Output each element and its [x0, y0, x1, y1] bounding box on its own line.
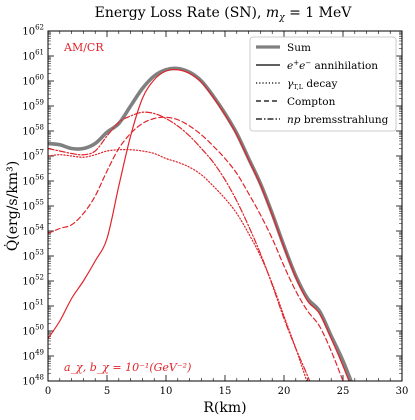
series-gamma-decay — [48, 148, 308, 381]
legend-label-compton: Compton — [287, 96, 336, 108]
annotation-coupling: a_χ, b_χ = 10⁻¹(GeV⁻²) — [64, 361, 191, 374]
legend-label-brems-rest: bremsstrahlung — [300, 114, 388, 126]
x-tick-label: 5 — [104, 386, 110, 397]
y-tick-label: 1048 — [22, 374, 44, 388]
x-tick-label: 10 — [160, 386, 173, 397]
chart-title-chi: χ — [278, 13, 285, 23]
y-tick-label: 1059 — [22, 99, 44, 113]
y-axis-label: Q̇(erg/s/km³) — [3, 161, 21, 251]
y-tick-label: 1055 — [22, 199, 44, 213]
x-tick-label: 0 — [45, 386, 51, 397]
y-tick-label: 1058 — [22, 124, 44, 138]
x-tick-label: 30 — [396, 386, 409, 397]
y-tick-label: 1051 — [22, 299, 44, 313]
x-tick-label: 20 — [278, 386, 291, 397]
y-tick-label: 1057 — [22, 149, 44, 163]
y-tick-label: 1061 — [22, 49, 44, 63]
legend-label-annihilation-rest: annihilation — [311, 60, 378, 72]
series-sum — [48, 66, 353, 381]
y-tick-label: 1062 — [22, 24, 44, 38]
legend-label-sum: Sum — [287, 42, 311, 54]
legend-label-brems: np bremsstrahlung — [287, 114, 389, 126]
legend-label-decay-rest: decay — [303, 78, 337, 90]
series-lines — [48, 66, 353, 381]
series-annihilation — [48, 68, 350, 381]
series-compton — [48, 116, 344, 381]
y-tick-label: 1054 — [22, 224, 44, 238]
legend-label-annihilation: e+e− annihilation — [287, 59, 378, 72]
x-tick-label: 25 — [337, 386, 350, 397]
series-np-brems — [48, 111, 311, 381]
chart-title: Energy Loss Rate (SN), mχ = 1 MeV — [95, 5, 353, 23]
y-tick-label: 1052 — [22, 274, 44, 288]
legend: Sum e+e− annihilation γT,L decay Compton… — [249, 36, 397, 132]
y-tick-label: 1056 — [22, 174, 44, 188]
y-tick-label: 1050 — [22, 324, 44, 338]
annotation-am-cr: AM/CR — [63, 41, 104, 54]
y-tick-label: 1049 — [22, 349, 44, 363]
x-tick-label: 15 — [219, 386, 232, 397]
plot-frame — [47, 30, 403, 382]
legend-box — [249, 36, 397, 132]
y-tick-label: 1060 — [22, 74, 44, 88]
legend-label-decay: γT,L decay — [287, 78, 337, 91]
chart-title-rest: = 1 MeV — [285, 5, 353, 21]
chart-title-m: m — [266, 5, 279, 21]
y-tick-label: 1053 — [22, 249, 44, 263]
chart-title-main: Energy Loss Rate (SN), — [95, 5, 266, 21]
x-axis-label: R(km) — [203, 400, 246, 416]
